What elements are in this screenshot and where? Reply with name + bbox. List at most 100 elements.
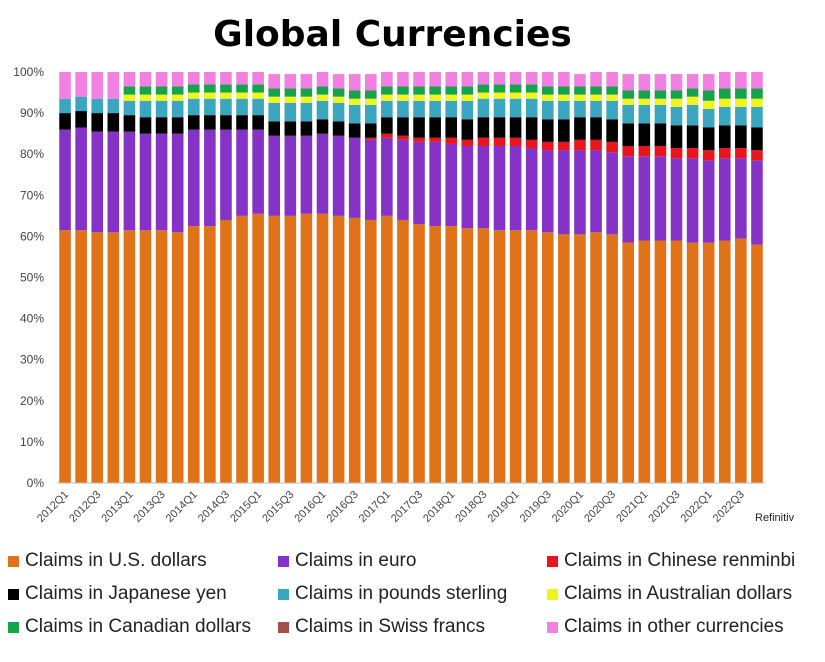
bar-segment [574, 94, 586, 101]
bar-segment [541, 141, 554, 151]
bar-segment [204, 226, 216, 484]
legend-swatch [278, 588, 289, 600]
bar-segment [525, 72, 538, 85]
bar-segment [171, 94, 184, 101]
bar-segment [187, 92, 200, 99]
y-tick-label: 90% [20, 106, 44, 120]
bar-segment [204, 129, 216, 227]
legend-item: Claims in Chinese renminbi [547, 550, 795, 572]
bar-segment [558, 72, 570, 87]
bar-segment [461, 145, 474, 229]
bar-segment [332, 135, 345, 216]
y-tick-label: 40% [20, 312, 44, 326]
bar-segment [525, 98, 538, 118]
bar-segment [123, 100, 136, 116]
bar-segment [123, 94, 136, 101]
bar-segment [477, 98, 490, 118]
bar-segment [638, 74, 651, 91]
x-tick-label: 2014Q3 [196, 489, 232, 525]
bar-segment [75, 127, 87, 231]
bar-segment [670, 74, 683, 91]
bar-segment [558, 141, 570, 151]
bar-segment [284, 96, 297, 103]
x-tick-label: 2022Q1 [679, 489, 715, 525]
bar-segment [139, 230, 152, 483]
bar-segment [461, 72, 474, 87]
bar-segment [332, 102, 345, 122]
legend-label: Claims in pounds sterling [295, 583, 508, 604]
bar-segment [220, 129, 232, 220]
bar-segment [558, 94, 570, 101]
bar-segment [204, 92, 216, 99]
bar-segment [252, 72, 264, 85]
bar-segment [332, 121, 345, 136]
bar-segment [155, 100, 168, 118]
bar-segment [751, 72, 763, 89]
bar-segment [429, 100, 441, 118]
bar-segment [413, 224, 425, 483]
bar-segment [236, 92, 248, 99]
bar-segment [429, 117, 441, 138]
bar-segment [638, 123, 651, 146]
bar-segment [332, 74, 345, 89]
bar-segment [236, 129, 248, 216]
bar-segment [751, 244, 763, 483]
legend-swatch [8, 588, 19, 600]
bar-segment [413, 137, 425, 142]
bar-segment [654, 156, 667, 241]
bar-segment [364, 139, 377, 220]
bar-segment [429, 226, 441, 484]
bar-segment [590, 72, 602, 87]
bar-segment [413, 72, 425, 87]
bar-segment [477, 84, 490, 93]
bar-segment [718, 148, 731, 159]
bar-segment [316, 86, 329, 95]
bar-segment [702, 127, 715, 151]
x-tick-label: 2018Q1 [421, 489, 457, 525]
bar-segment [735, 125, 747, 149]
bars [59, 72, 763, 484]
bar-segment [91, 98, 104, 114]
bar-segment [670, 148, 683, 159]
bar-segment [107, 232, 120, 483]
bar-segment [509, 84, 522, 93]
x-tick-label: 2019Q3 [518, 489, 554, 525]
legend-label: Claims in Chinese renminbi [564, 550, 796, 571]
legend-swatch [547, 588, 558, 600]
bar-segment [702, 108, 715, 128]
bar-segment [638, 98, 651, 105]
bar-segment [525, 92, 538, 99]
bar-segment [123, 86, 136, 95]
bar-segment [686, 88, 699, 97]
legend-label: Claims in U.S. dollars [25, 550, 207, 571]
bar-segment [123, 115, 136, 132]
bar-segment [155, 133, 168, 231]
bar-segment [187, 84, 200, 93]
bar-segment [316, 213, 329, 484]
bar-segment [252, 84, 264, 93]
bar-segment [686, 104, 699, 126]
bar-segment [364, 219, 377, 483]
source-label: Refinitiv [755, 512, 795, 524]
bar-segment [139, 86, 152, 95]
bar-segment [397, 72, 409, 87]
bar-segment [558, 86, 570, 95]
bar-segment [477, 72, 490, 85]
bar-segment [686, 158, 699, 243]
bar-segment [187, 115, 200, 130]
y-tick-label: 30% [20, 353, 44, 367]
bar-segment [300, 88, 313, 97]
bar-segment [509, 117, 522, 138]
bar-segment [332, 96, 345, 103]
bar-segment [638, 145, 651, 157]
bar-segment [477, 145, 490, 229]
legend-item: Claims in Japanese yen [8, 583, 227, 605]
bar-segment [397, 117, 409, 136]
bar-segment [445, 86, 458, 95]
bar-segment [348, 123, 361, 138]
bar-segment [493, 145, 506, 231]
bar-segment [316, 94, 329, 101]
bar-segment [493, 117, 506, 138]
bar-segment [91, 72, 104, 99]
bar-segment [702, 150, 715, 161]
